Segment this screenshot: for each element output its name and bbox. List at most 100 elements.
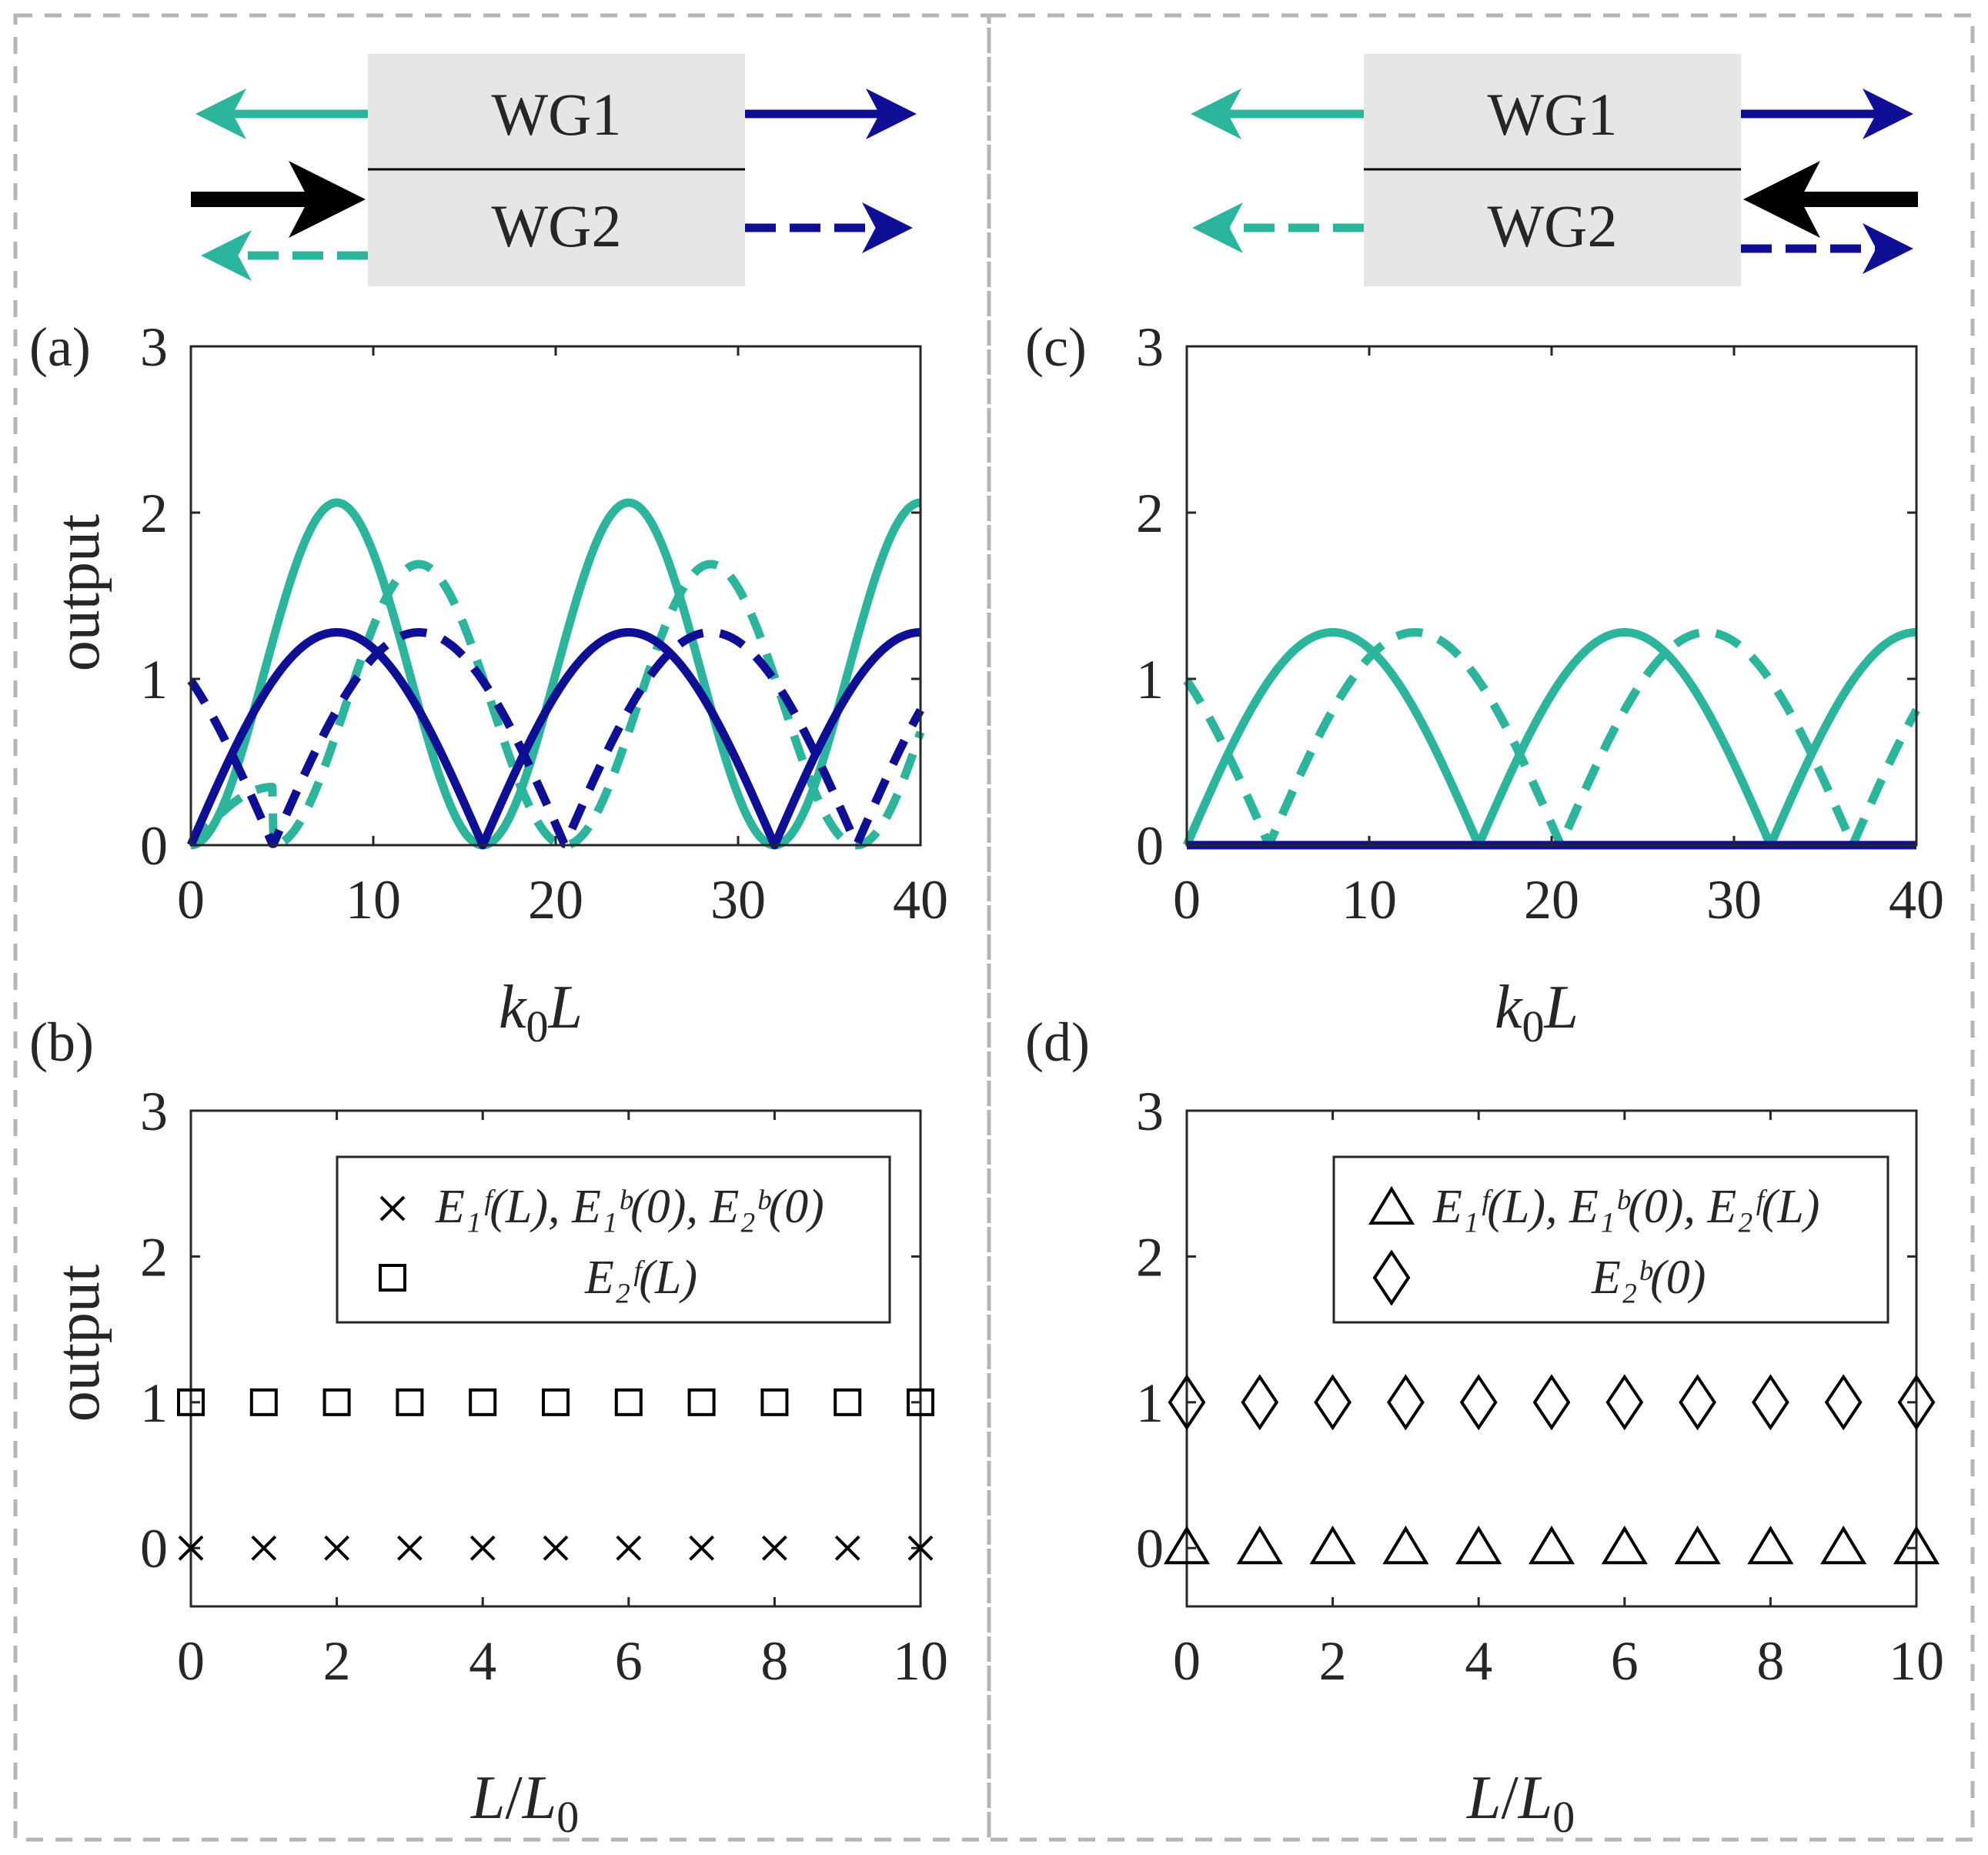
y-tick-label: 2 (140, 1226, 168, 1288)
wg1-label: WG1 (1488, 81, 1618, 148)
data-point-x (251, 1535, 277, 1561)
data-point-diamond (1314, 1374, 1352, 1431)
series-line-navy-solid (186, 628, 924, 850)
x-tick-label: 20 (1524, 869, 1579, 931)
data-point-x (543, 1535, 569, 1561)
x-tick-label: 4 (1465, 1630, 1492, 1692)
data-point-diamond (1751, 1374, 1789, 1431)
legend-label-1: E₂ᵇ(0) (1591, 1252, 1706, 1304)
data-point-diamond (1605, 1374, 1644, 1431)
data-point-triangle (1601, 1526, 1648, 1565)
legend-marker-square (379, 1264, 406, 1292)
data-point-square (907, 1388, 934, 1416)
x-tick-label: 6 (1611, 1630, 1639, 1692)
xlabel-c: k0L (1495, 974, 1579, 1051)
data-point-square (760, 1388, 789, 1416)
x-tick-label: 4 (469, 1630, 496, 1692)
data-point-diamond (1459, 1374, 1498, 1431)
data-point-triangle (1747, 1526, 1794, 1565)
data-point-square (322, 1388, 351, 1416)
y-tick-label: 3 (140, 1081, 168, 1142)
x-tick-label: 0 (1173, 869, 1201, 931)
xlabel-sub: 0 (1552, 1792, 1575, 1842)
data-point-square (379, 1264, 406, 1292)
x-tick-label: 0 (177, 869, 205, 931)
x-tick-label: 10 (1341, 869, 1397, 931)
x-tick-label: 2 (323, 1630, 351, 1692)
panel-label-b: (b) (29, 1011, 94, 1073)
x-tick-label: 20 (528, 869, 583, 931)
data-point-x (689, 1535, 715, 1561)
data-point-x (469, 1535, 496, 1561)
data-point-x (178, 1535, 204, 1561)
x-tick-label: 10 (893, 1630, 948, 1692)
data-point-diamond (1824, 1374, 1863, 1431)
schematic-right: WG1 WG2 (1191, 54, 1918, 286)
data-point-triangle (1893, 1526, 1940, 1565)
data-point-square (834, 1388, 862, 1416)
data-point-square (542, 1388, 570, 1416)
data-point-diamond (1679, 1374, 1717, 1431)
data-point-x (379, 1195, 406, 1222)
data-point-x (396, 1535, 423, 1561)
data-point-square (687, 1388, 716, 1416)
xlabel-d: L/L0 (1466, 1764, 1575, 1842)
series-line-navy-dashed (187, 628, 924, 848)
y-tick-label: 0 (140, 815, 168, 877)
x-tick-label: 10 (1889, 1630, 1944, 1692)
wg2-label: WG2 (492, 192, 622, 259)
panel-label-a: (a) (29, 316, 91, 378)
chart-d: 0 2 4 6 8 10 0 1 2 3 (1136, 1081, 1944, 1692)
y-tick-label: 0 (140, 1518, 168, 1579)
y-tick-label: 0 (1136, 1518, 1164, 1579)
xlabel-sub: 0 (1522, 1001, 1545, 1051)
y-tick-label: 1 (140, 1372, 168, 1434)
x-tick-label: 8 (1756, 1630, 1784, 1692)
xlabel-sub: 0 (526, 1001, 549, 1051)
x-tick-label: 0 (177, 1630, 205, 1692)
chart-c: 0 10 20 30 40 0 1 2 3 (1136, 316, 1944, 931)
x-tick-label: 0 (1173, 1630, 1201, 1692)
panel-label-c: (c) (1025, 316, 1087, 378)
ylabel-b: output (45, 1265, 112, 1422)
data-point-diamond (1532, 1374, 1571, 1431)
data-point-diamond (1241, 1374, 1279, 1431)
x-tick-label: 40 (1889, 869, 1944, 931)
data-point-x (324, 1535, 350, 1561)
y-tick-label: 2 (1136, 483, 1164, 544)
y-tick-label: 1 (140, 649, 168, 710)
ylabel-a: output (45, 514, 112, 671)
data-point-triangle (1236, 1526, 1283, 1565)
legend-d: E₁ᶠ(L), E₁ᵇ(0), E₂ᶠ(L) E₂ᵇ(0) (1332, 1155, 1889, 1324)
series-line-teal-solid (188, 498, 924, 850)
data-point-x (616, 1535, 642, 1561)
series-line-teal-dashed (1183, 628, 1920, 848)
x-tick-label: 10 (346, 869, 401, 931)
plot-area (1185, 1109, 1918, 1608)
data-point-diamond (1897, 1374, 1936, 1431)
schematic-left: WG1 WG2 (191, 54, 917, 286)
y-tick-label: 2 (1136, 1226, 1164, 1288)
data-point-x (907, 1535, 934, 1561)
data-point-diamond (1168, 1374, 1206, 1431)
x-tick-label: 30 (710, 869, 766, 931)
data-point-triangle (1674, 1526, 1721, 1565)
y-tick-label: 3 (1136, 1081, 1164, 1142)
y-tick-label: 1 (1136, 1372, 1164, 1434)
data-point-square (469, 1388, 497, 1416)
data-point-triangle (1163, 1526, 1211, 1565)
series-line-teal-dashed (187, 560, 925, 850)
legend-b: E₁ᶠ(L), E₁ᵇ(0), E₂ᵇ(0) E₂ᶠ(L) (336, 1155, 891, 1324)
data-point-triangle (1455, 1526, 1502, 1565)
data-point-diamond (1372, 1249, 1411, 1306)
y-tick-label: 1 (1136, 649, 1164, 710)
y-tick-label: 3 (1136, 316, 1164, 378)
wg1-label: WG1 (492, 81, 622, 148)
panel-label-d: (d) (1025, 1011, 1090, 1073)
data-point-x (761, 1535, 787, 1561)
xlabel-a: k0L (499, 974, 583, 1051)
left-frame (13, 13, 991, 1842)
panel-frames (13, 13, 1975, 1842)
data-point-triangle (1382, 1526, 1429, 1565)
